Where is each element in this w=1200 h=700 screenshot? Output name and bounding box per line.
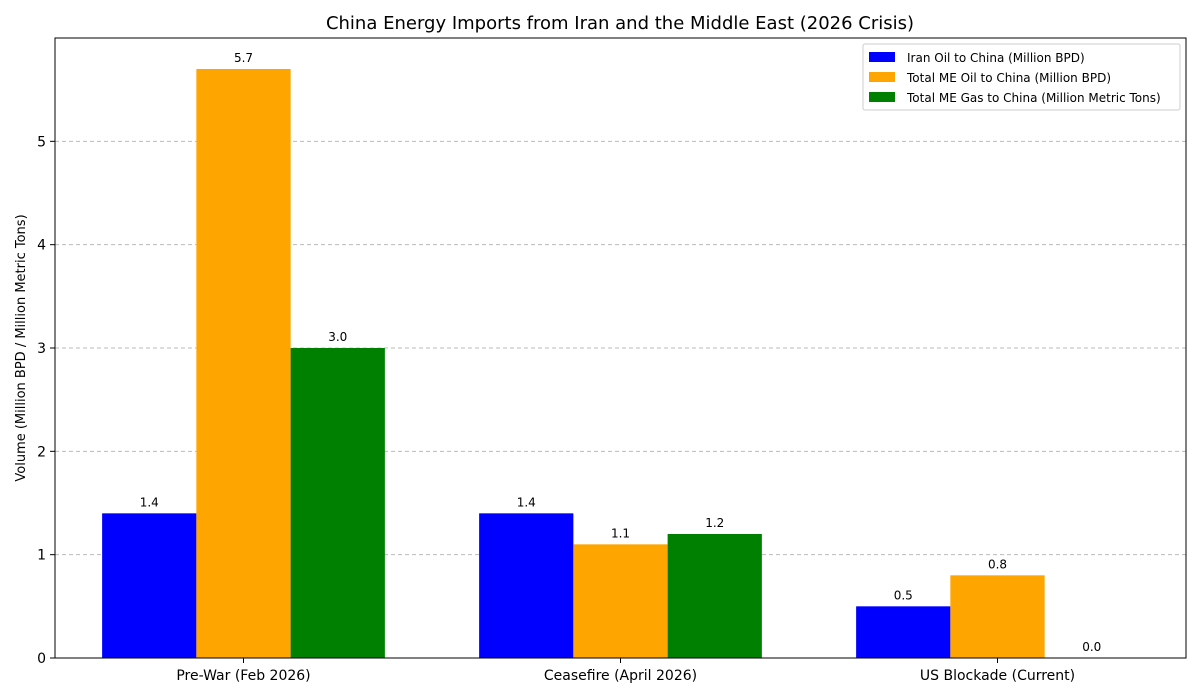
y-tick-label: 4	[37, 238, 46, 254]
x-tick-label: Ceasefire (April 2026)	[544, 668, 697, 684]
legend-box	[862, 43, 1181, 111]
x-tick-label: Pre-War (Feb 2026)	[176, 668, 310, 684]
data-label: 1.4	[517, 495, 536, 509]
data-label: 0.0	[1082, 640, 1101, 654]
legend-label: Total ME Gas to China (Million Metric To…	[906, 91, 1161, 105]
data-label: 1.4	[140, 495, 159, 509]
legend: Iran Oil to China (Million BPD) Total ME …	[862, 43, 1181, 111]
bar	[950, 575, 1045, 658]
legend-swatch	[869, 52, 895, 62]
y-axis-ticks: 0 1 2 3 4 5	[37, 134, 55, 667]
bar	[573, 544, 668, 658]
x-axis-ticks: Pre-War (Feb 2026) Ceasefire (April 2026)…	[176, 658, 1075, 684]
legend-label: Total ME Oil to China (Million BPD)	[906, 71, 1111, 85]
y-tick-label: 3	[37, 341, 46, 357]
y-axis-label: Volume (Million BPD / Million Metric Ton…	[14, 214, 29, 481]
bar	[196, 69, 291, 658]
data-label: 3.0	[328, 330, 347, 344]
data-label: 0.5	[894, 588, 913, 602]
chart-title: China Energy Imports from Iran and the M…	[326, 13, 914, 34]
legend-label: Iran Oil to China (Million BPD)	[907, 51, 1085, 65]
y-tick-label: 2	[37, 444, 46, 460]
bar	[102, 513, 197, 658]
bar	[667, 534, 762, 658]
data-label: 5.7	[234, 51, 253, 65]
bar	[856, 606, 951, 658]
data-label: 0.8	[988, 557, 1007, 571]
x-tick-label: US Blockade (Current)	[920, 668, 1075, 684]
y-tick-label: 0	[37, 651, 46, 667]
data-label: 1.2	[705, 516, 724, 530]
y-tick-label: 5	[37, 134, 46, 150]
legend-swatch	[869, 92, 895, 102]
data-labels: 1.4 5.7 3.0 1.4 1.1 1.2 0.5 0.8 0.0	[140, 51, 1102, 654]
bar	[290, 348, 385, 658]
bar-series	[102, 69, 1045, 658]
bar	[479, 513, 574, 658]
data-label: 1.1	[611, 526, 630, 540]
legend-swatch	[869, 72, 895, 82]
y-tick-label: 1	[37, 548, 46, 564]
